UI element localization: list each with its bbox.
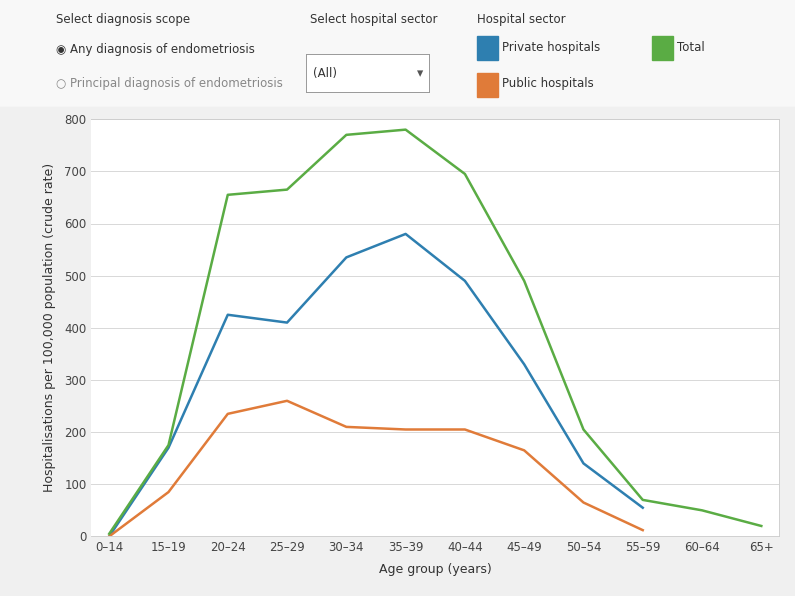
Bar: [477, 73, 498, 97]
Text: Public hospitals: Public hospitals: [502, 77, 594, 90]
Text: ○ Principal diagnosis of endometriosis: ○ Principal diagnosis of endometriosis: [56, 77, 282, 90]
Text: Private hospitals: Private hospitals: [502, 41, 601, 54]
Text: Total: Total: [677, 41, 705, 54]
Text: Select diagnosis scope: Select diagnosis scope: [56, 13, 190, 26]
Text: Hospital sector: Hospital sector: [477, 13, 565, 26]
Text: ◉ Any diagnosis of endometriosis: ◉ Any diagnosis of endometriosis: [56, 43, 254, 56]
Y-axis label: Hospitalisations per 100,000 population (crude rate): Hospitalisations per 100,000 population …: [43, 163, 56, 492]
Bar: [477, 36, 498, 60]
X-axis label: Age group (years): Age group (years): [379, 563, 491, 576]
Bar: [652, 36, 673, 60]
Text: (All): (All): [313, 67, 337, 80]
Text: ▾: ▾: [417, 67, 423, 80]
Text: Select hospital sector: Select hospital sector: [310, 13, 437, 26]
